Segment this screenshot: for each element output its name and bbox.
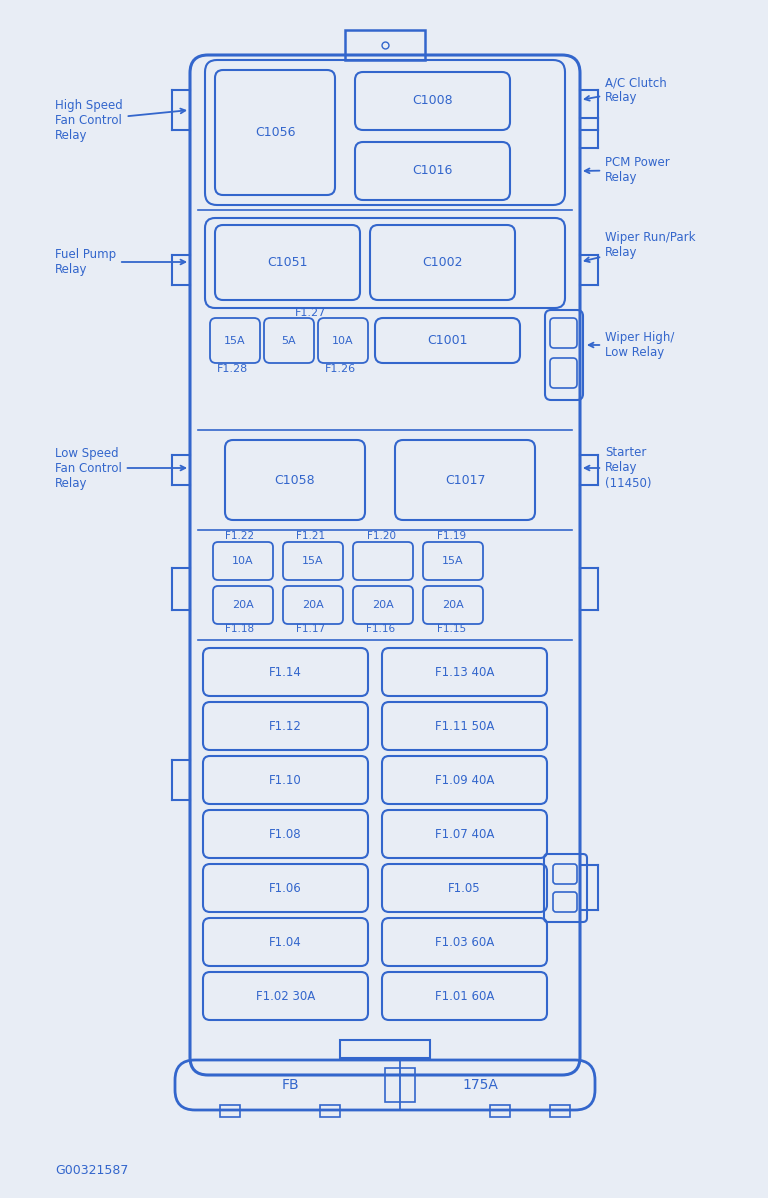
Bar [490,1105,510,1117]
Text: F1.17: F1.17 [296,624,326,634]
Text: Low Speed
Fan Control
Relay: Low Speed Fan Control Relay [55,447,185,490]
Text: F1.07 40A: F1.07 40A [435,828,494,841]
Bar [220,1105,240,1117]
Text: 20A: 20A [232,600,254,610]
Text: A/C Clutch
Relay: A/C Clutch Relay [584,75,667,104]
Text: FB: FB [281,1078,299,1093]
Text: 15A: 15A [224,335,246,345]
Text: C1058: C1058 [275,473,316,486]
Text: F1.22: F1.22 [226,531,254,541]
Text: F1.28: F1.28 [217,364,247,374]
Text: 20A: 20A [302,600,324,610]
Text: Wiper High/
Low Relay: Wiper High/ Low Relay [589,331,674,359]
Text: F1.12: F1.12 [269,720,302,732]
Text: High Speed
Fan Control
Relay: High Speed Fan Control Relay [55,98,185,141]
Text: G00321587: G00321587 [55,1163,128,1176]
Text: F1.05: F1.05 [449,882,481,895]
Text: F1.20: F1.20 [366,531,396,541]
Bar [550,1105,570,1117]
Text: Wiper Run/Park
Relay: Wiper Run/Park Relay [584,231,696,262]
Text: F1.26: F1.26 [324,364,356,374]
Text: 10A: 10A [333,335,354,345]
Text: 15A: 15A [442,556,464,565]
Bar [340,1040,430,1058]
Text: F1.10: F1.10 [269,774,302,787]
Text: F1.18: F1.18 [226,624,254,634]
Text: F1.09 40A: F1.09 40A [435,774,494,787]
Text: 15A: 15A [302,556,324,565]
Text: PCM Power
Relay: PCM Power Relay [584,156,670,184]
Text: F1.27: F1.27 [294,308,326,317]
Text: C1056: C1056 [255,126,295,139]
Text: F1.04: F1.04 [269,936,302,949]
Text: 5A: 5A [282,335,296,345]
Text: C1051: C1051 [267,256,308,270]
Text: F1.08: F1.08 [270,828,302,841]
Text: Starter
Relay
(11450): Starter Relay (11450) [584,447,651,490]
Bar [345,30,425,60]
Text: F1.13 40A: F1.13 40A [435,666,494,678]
Text: C1017: C1017 [445,473,485,486]
Text: Fuel Pump
Relay: Fuel Pump Relay [55,248,185,276]
Bar [320,1105,340,1117]
Text: F1.02 30A: F1.02 30A [256,990,315,1003]
Text: 20A: 20A [442,600,464,610]
Text: F1.19: F1.19 [438,531,467,541]
Text: F1.16: F1.16 [366,624,396,634]
Text: C1002: C1002 [422,256,463,270]
Text: C1016: C1016 [412,164,452,177]
Text: F1.14: F1.14 [269,666,302,678]
Text: F1.06: F1.06 [269,882,302,895]
Text: F1.03 60A: F1.03 60A [435,936,494,949]
Text: F1.11 50A: F1.11 50A [435,720,494,732]
Text: F1.01 60A: F1.01 60A [435,990,494,1003]
Text: F1.21: F1.21 [296,531,326,541]
Text: F1.15: F1.15 [438,624,467,634]
Text: 175A: 175A [462,1078,498,1093]
Text: C1008: C1008 [412,95,453,108]
Text: C1001: C1001 [427,334,468,347]
Text: 20A: 20A [372,600,394,610]
Text: 10A: 10A [232,556,253,565]
Bar [385,1067,415,1102]
